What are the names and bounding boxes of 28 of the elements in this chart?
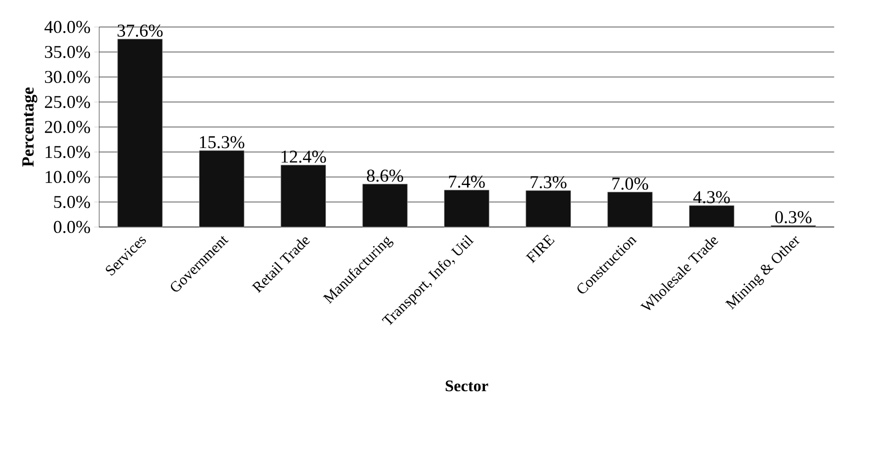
y-tick-label: 15.0% — [46, 146, 90, 158]
data-label: 7.4% — [449, 176, 485, 188]
data-label: 7.3% — [530, 176, 566, 188]
y-tick-label: 35.0% — [45, 46, 90, 58]
data-label: 15.3% — [200, 136, 244, 148]
bar — [444, 190, 490, 228]
y-tick-label: 30.0% — [45, 70, 90, 84]
data-label: 12.4% — [282, 150, 326, 163]
y-tick-label: 25.0% — [44, 96, 90, 108]
y-tick-label: 0.0% — [54, 220, 90, 234]
y-axis-title: Percentage — [22, 87, 38, 167]
bar — [199, 150, 244, 228]
bar — [280, 164, 326, 228]
data-label: 0.3% — [775, 211, 812, 224]
bar — [117, 38, 163, 228]
data-label: 4.3% — [693, 191, 730, 204]
data-label: 8.6% — [366, 170, 404, 182]
data-label: 37.6% — [118, 24, 163, 37]
bar — [689, 205, 734, 228]
data-label: 7.0% — [612, 178, 648, 190]
y-tick-label: 40.0% — [44, 20, 90, 34]
bar — [362, 184, 408, 228]
bar — [526, 190, 571, 228]
bar — [607, 192, 653, 228]
y-tick-label: 5.0% — [54, 196, 90, 208]
x-axis-title: Sector — [446, 380, 488, 392]
y-tick-label: 20.0% — [44, 120, 90, 134]
y-tick-label: 10.0% — [46, 170, 90, 184]
